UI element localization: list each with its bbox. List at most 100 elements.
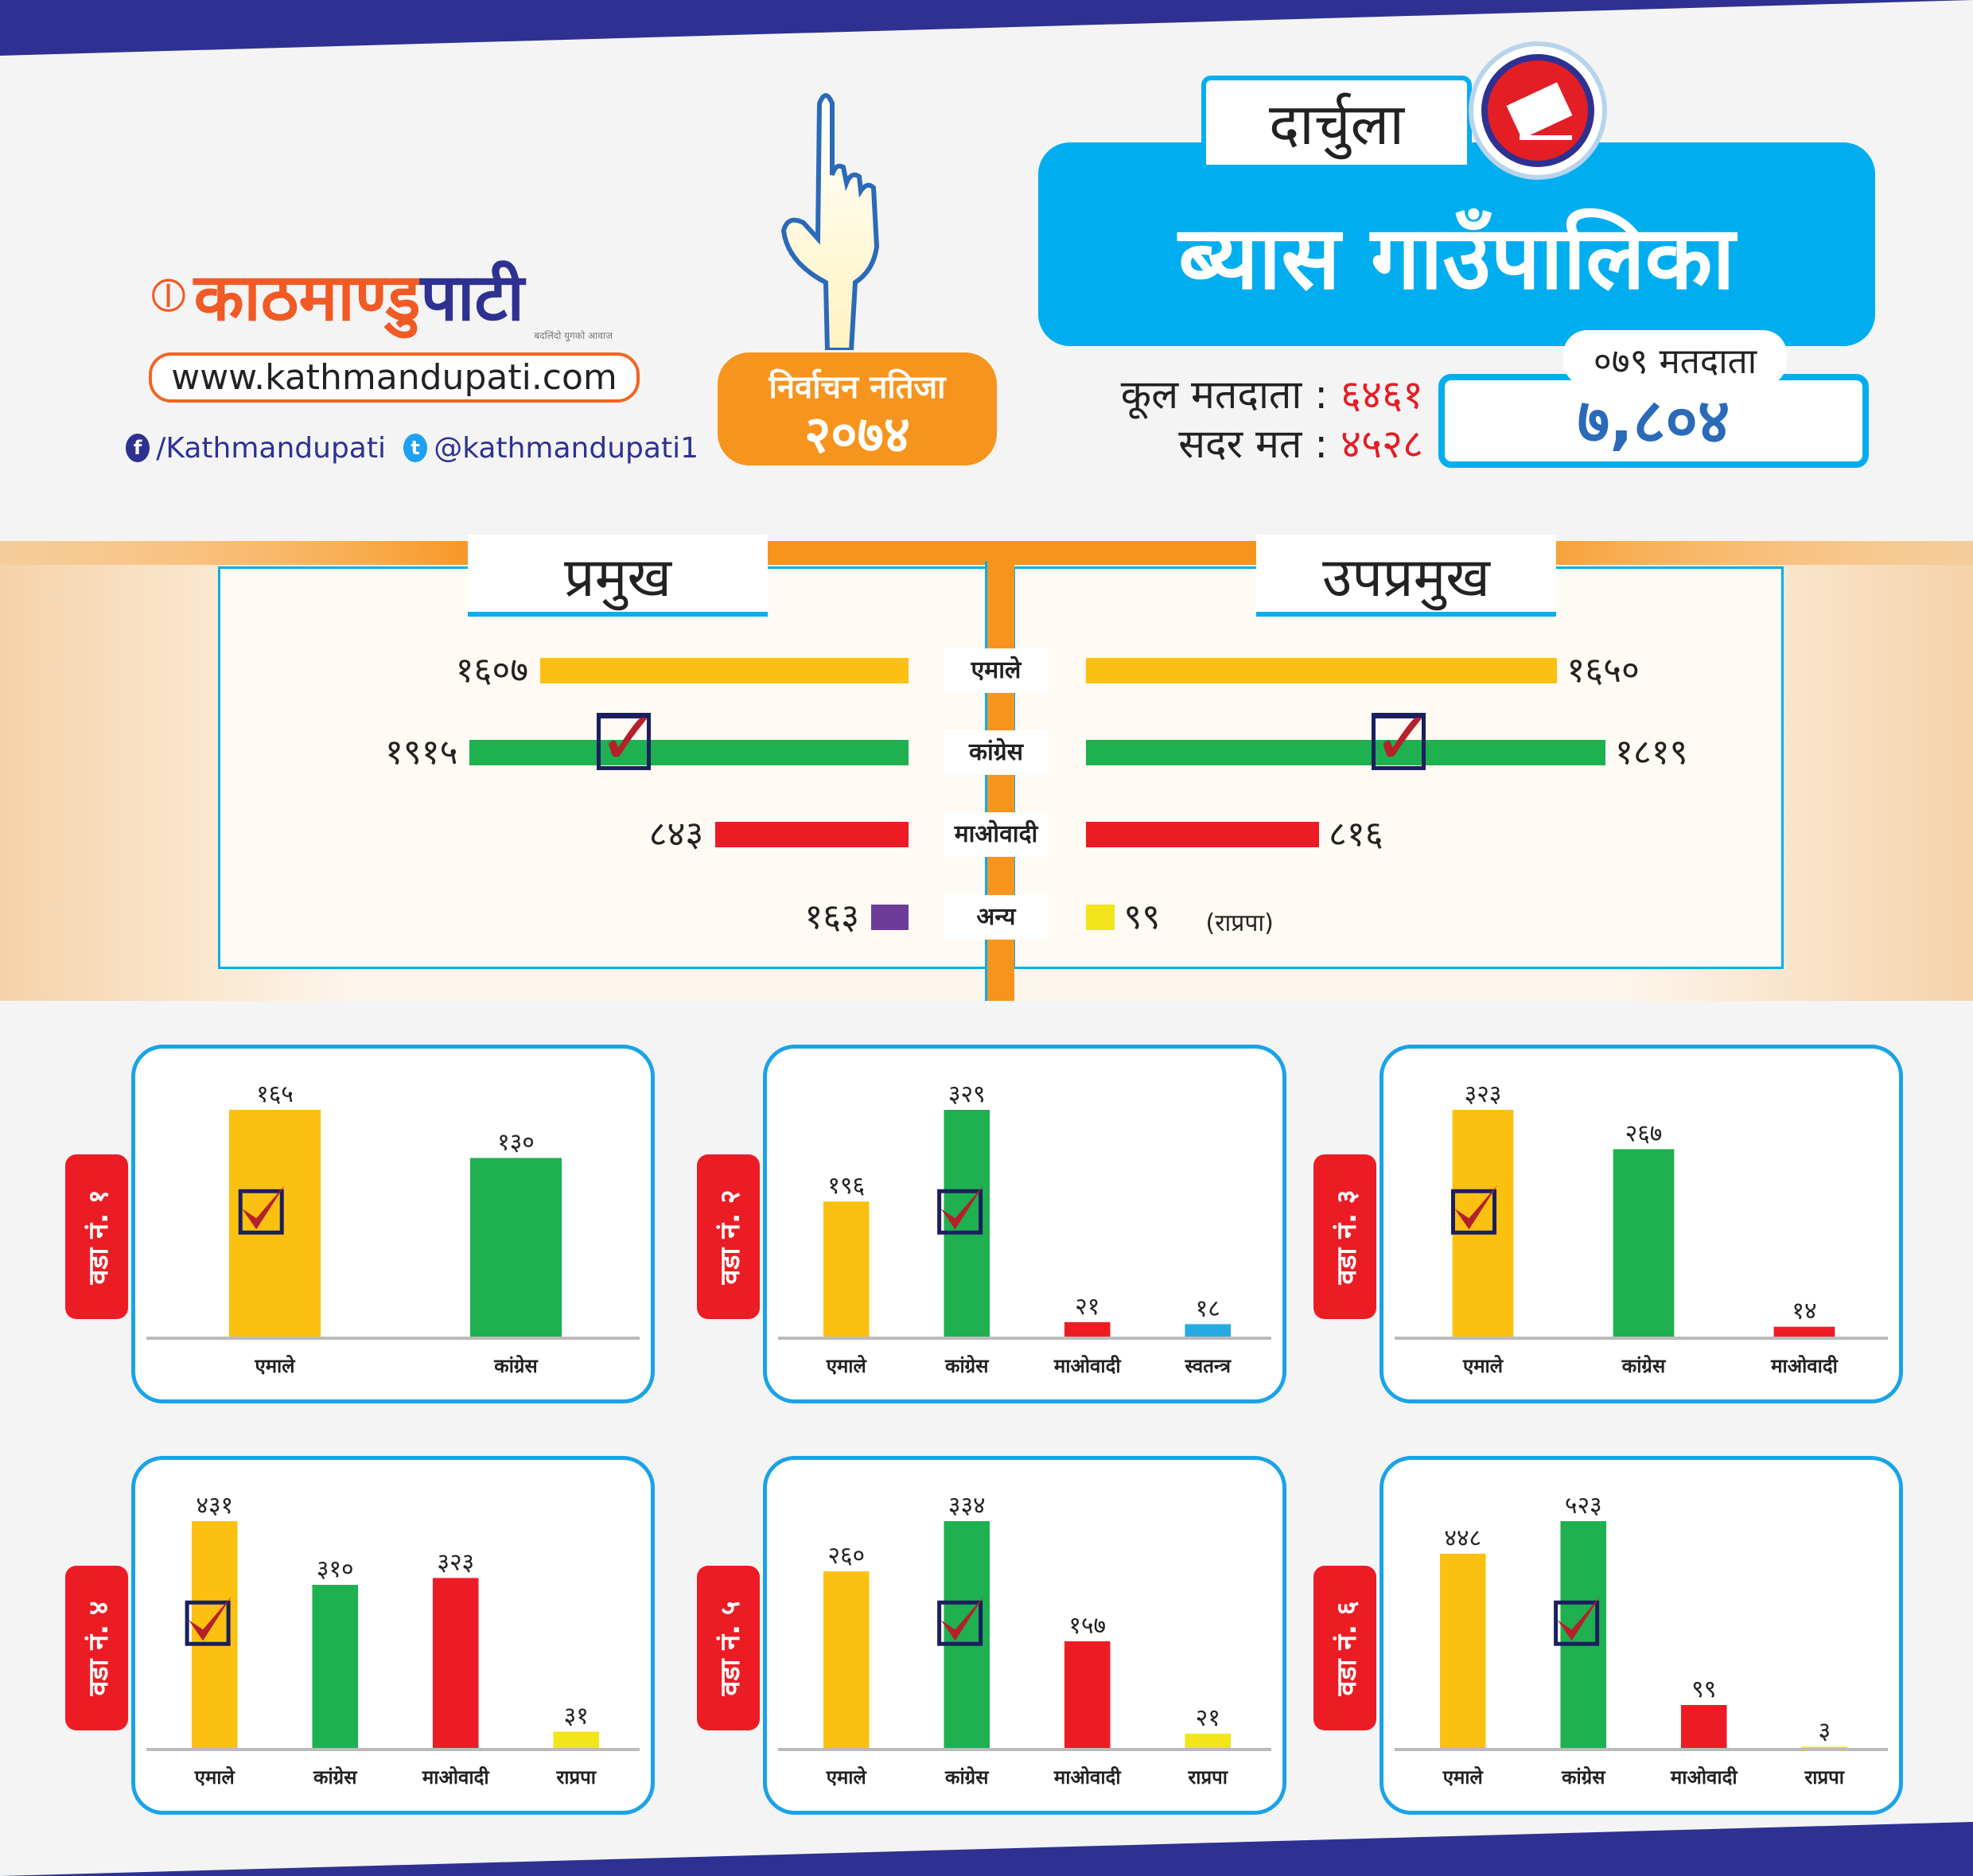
municipality-title: ब्यास गाउँपालिका bbox=[1038, 142, 1875, 346]
data-label: १३० bbox=[497, 1128, 535, 1156]
tick-label: माओवादी bbox=[1770, 1355, 1838, 1377]
data-label: ९९ bbox=[1691, 1676, 1716, 1703]
ward-title: वडा नं. ३ bbox=[1330, 1189, 1363, 1285]
bar bbox=[553, 1731, 600, 1748]
tick-label: कांग्रेस bbox=[944, 1355, 989, 1377]
data-label: २६० bbox=[827, 1542, 865, 1570]
ward-bar-chart: १९६ एमाले ३२९ कांग्रेस २१ माओवादी १८ स्वतन्त्र bbox=[778, 1080, 1271, 1377]
data-label: २१ bbox=[1196, 1704, 1220, 1732]
ward-title: वडा नं. २ bbox=[714, 1189, 746, 1285]
data-label: ३२३ bbox=[437, 1548, 474, 1576]
ward-chart-card: २६० एमाले ३३४ कांग्रेस १५७ माओवादी २१ राप्रपा bbox=[763, 1456, 1286, 1815]
deputy-bar bbox=[1086, 740, 1606, 765]
website-url[interactable]: www.kathmandupati.com bbox=[149, 352, 640, 403]
twitter-link[interactable]: @kathmandupati1 bbox=[434, 431, 699, 465]
chief-bar bbox=[540, 658, 909, 683]
ward-title: वडा नं. ४ bbox=[82, 1600, 115, 1696]
data-label: ५२३ bbox=[1565, 1492, 1602, 1520]
winner-check-icon bbox=[937, 1185, 984, 1235]
bar bbox=[823, 1571, 870, 1748]
bar bbox=[1801, 1746, 1848, 1748]
ward-title: वडा नं. ५ bbox=[714, 1600, 746, 1696]
deputy-value: ९९ bbox=[1123, 897, 1161, 937]
election-result-badge: निर्वाचन नतिजा २०७४ bbox=[718, 352, 997, 465]
bar bbox=[1452, 1110, 1514, 1337]
chief-tab: प्रमुख bbox=[468, 535, 768, 617]
data-label: ३२३ bbox=[1465, 1080, 1502, 1108]
chief-value: १६०७ bbox=[455, 650, 529, 691]
voters-079-value: ७,८०४ bbox=[1438, 374, 1869, 468]
tick-label: एमाले bbox=[826, 1766, 868, 1788]
deputy-note: (राप्रपा) bbox=[1205, 909, 1274, 937]
winner-check-icon bbox=[185, 1596, 232, 1646]
logo-text-2: पाटी bbox=[420, 260, 524, 336]
ward-chart-card: ४३१ एमाले ३१० कांग्रेस ३२३ माओवादी ३१ राप्रपा bbox=[131, 1456, 655, 1815]
tick-label: माओवादी bbox=[1670, 1766, 1738, 1788]
category-label: अन्य bbox=[944, 895, 1049, 940]
social-links: f /Kathmandupati t @kathmandupati1 bbox=[126, 428, 699, 468]
tick-label: कांग्रेस bbox=[493, 1355, 538, 1377]
facebook-icon: f bbox=[126, 434, 150, 462]
top-band bbox=[0, 0, 1973, 56]
tick-label: एमाले bbox=[826, 1355, 868, 1377]
chief-value: ८४३ bbox=[648, 814, 704, 854]
data-label: ४३१ bbox=[196, 1492, 233, 1520]
voters-079-label: ०७९ मतदाता bbox=[1563, 330, 1787, 386]
tick-label: एमाले bbox=[194, 1766, 236, 1788]
bar bbox=[191, 1521, 238, 1748]
district-label: दार्चुला bbox=[1201, 76, 1472, 165]
bar bbox=[1439, 1553, 1486, 1748]
voter-stats: कूल मतदाता : ६४६१ सदर मत : ४५२८ bbox=[1057, 370, 1423, 469]
bar bbox=[228, 1110, 321, 1337]
ward-chart-card: १६५ एमाले १३० कांग्रेस bbox=[131, 1045, 655, 1403]
category-label: माओवादी bbox=[944, 812, 1049, 857]
facebook-link[interactable]: /Kathmandupati bbox=[156, 431, 386, 465]
tick-label: कांग्रेस bbox=[944, 1766, 989, 1788]
ward-label: वडा नं. ६ bbox=[1313, 1566, 1376, 1730]
logo-icon: ⦶ bbox=[151, 267, 186, 323]
winner-check-icon bbox=[937, 1596, 984, 1646]
ward-chart-card: ३२३ एमाले २६७ कांग्रेस १४ माओवादी bbox=[1380, 1045, 1903, 1403]
data-label: २६७ bbox=[1625, 1119, 1663, 1147]
data-label: ३ bbox=[1818, 1717, 1831, 1745]
voting-finger-icon bbox=[780, 93, 880, 350]
chief-panel bbox=[218, 566, 989, 969]
ward-title: वडा नं. १ bbox=[82, 1189, 115, 1285]
election-year: २०७४ bbox=[804, 406, 911, 465]
data-label: १९६ bbox=[827, 1172, 865, 1200]
category-label: कांग्रेस bbox=[944, 730, 1049, 775]
data-label: ३३४ bbox=[948, 1492, 986, 1520]
ward-bar-chart: २६० एमाले ३३४ कांग्रेस १५७ माओवादी २१ राप्रपा bbox=[778, 1492, 1271, 1788]
tick-label: माओवादी bbox=[422, 1766, 489, 1788]
twitter-icon: t bbox=[403, 434, 428, 462]
chief-value: १६३ bbox=[804, 897, 860, 937]
data-label: ३१ bbox=[564, 1703, 589, 1730]
tick-label: एमाले bbox=[254, 1355, 296, 1377]
tick-label: राप्रपा bbox=[1804, 1766, 1844, 1788]
data-label: १६५ bbox=[256, 1080, 294, 1108]
data-label: १५७ bbox=[1068, 1612, 1106, 1640]
ward-label: वडा नं. ५ bbox=[697, 1566, 760, 1730]
tick-label: कांग्रेस bbox=[313, 1766, 357, 1788]
deputy-value: ८१६ bbox=[1328, 814, 1383, 854]
ward-bar-chart: ३२३ एमाले २६७ कांग्रेस १४ माओवादी bbox=[1395, 1080, 1888, 1377]
total-voters-value: ६४६१ bbox=[1341, 372, 1423, 418]
valid-votes-value: ४५२८ bbox=[1341, 421, 1423, 467]
data-label: १४ bbox=[1792, 1298, 1816, 1325]
ballot-box-icon bbox=[1469, 41, 1607, 180]
valid-votes-label: सदर मत : bbox=[1178, 421, 1329, 467]
election-title: निर्वाचन नतिजा bbox=[769, 369, 946, 406]
bar bbox=[1560, 1521, 1607, 1748]
ward-bar-chart: ४४८ एमाले ५२३ कांग्रेस ९९ माओवादी ३ राप्रपा bbox=[1395, 1492, 1888, 1788]
tick-label: माओवादी bbox=[1053, 1355, 1121, 1377]
logo-text: काठमाण्डु bbox=[193, 260, 421, 336]
ward-chart-card: ४४८ एमाले ५२३ कांग्रेस ९९ माओवादी ३ राप्रपा bbox=[1380, 1456, 1903, 1815]
bar bbox=[1773, 1326, 1835, 1337]
bar bbox=[312, 1585, 359, 1748]
deputy-tab: उपप्रमुख bbox=[1256, 535, 1556, 617]
winner-check-icon bbox=[238, 1185, 286, 1235]
data-label: ३२९ bbox=[948, 1080, 986, 1108]
bar bbox=[1680, 1705, 1727, 1748]
bar bbox=[823, 1201, 870, 1337]
bar bbox=[1064, 1321, 1111, 1337]
